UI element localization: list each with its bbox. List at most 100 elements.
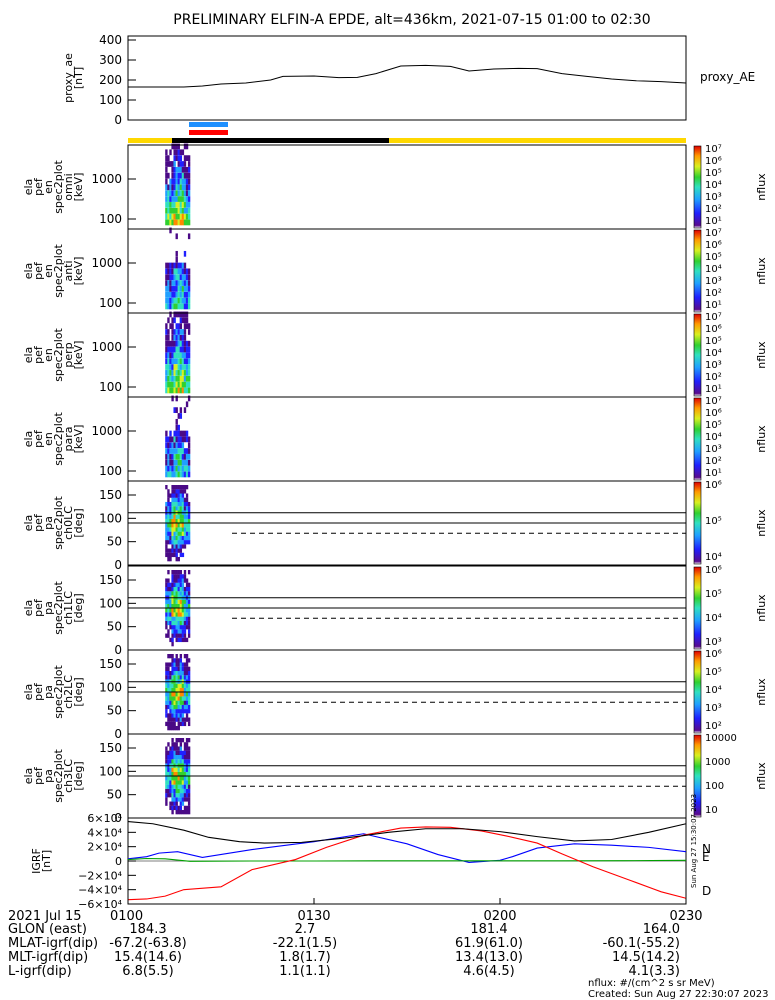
spectrogram-pixel (175, 578, 178, 583)
spectrogram-pixel (167, 784, 170, 789)
spectrogram-pixel (171, 670, 174, 676)
spectrogram-pixel (185, 155, 189, 161)
spectrogram-pixel (165, 297, 168, 304)
spectrogram-pixel (181, 633, 185, 638)
spectrogram-pixel (183, 334, 187, 341)
spectrogram-pixel (165, 387, 168, 394)
colorbar-tick-label: 10⁵ (705, 168, 722, 179)
spectrogram-pixel (167, 207, 170, 214)
ephemeris-value: 61.9(61.0) (455, 936, 523, 951)
proxy-ae-y-ticks: 400 300 200 100 0 (99, 33, 136, 127)
spectrogram-pixel (175, 713, 178, 718)
spectrogram-pixel (187, 387, 191, 394)
spectrogram-pixel (185, 401, 189, 408)
spectrogram-pixel (171, 531, 174, 536)
spectrogram-pixel (169, 364, 172, 370)
spectrogram-pixel (185, 297, 189, 304)
spectrogram-pixel (173, 213, 176, 220)
spectrogram-pixel (165, 430, 168, 437)
spectrogram-pixel (181, 544, 185, 549)
spectrogram-pixel (175, 291, 178, 298)
spectrogram-pixel (179, 190, 183, 197)
spectrogram-pixel (173, 166, 176, 173)
spectrogram-pixel (181, 574, 185, 579)
spectrogram-pixel (187, 738, 191, 743)
spectrogram-pixel (165, 746, 168, 751)
spectrogram-pixel (185, 704, 189, 710)
spectrogram-pixel (179, 184, 183, 191)
colorbar-label: nflux (755, 173, 768, 201)
spectrogram-pixel (169, 190, 172, 197)
spectrogram-ylabel-line-2: en (42, 264, 55, 278)
colorbar-tick-label: 10⁶ (705, 324, 722, 335)
spectrogram-pixel (173, 262, 176, 269)
spectrogram-pixel (177, 297, 180, 304)
spectrogram-ylabel-line-2: pa (42, 685, 55, 699)
spectrogram-pixel (175, 418, 178, 425)
spectrogram-ylabel-line-3: spec2plot (52, 749, 65, 803)
spectrogram-pixel (175, 540, 178, 545)
spectrogram-pixel (173, 493, 176, 498)
spectrogram-pixel (171, 675, 174, 680)
colorbar-tick-label: 10⁵ (705, 667, 722, 678)
spectrogram-pixel (177, 329, 180, 335)
spectrogram-pixel (181, 370, 185, 376)
spectrogram-pixel (175, 709, 178, 714)
spectrogram-pixel (169, 608, 172, 613)
spectrogram-pixel (167, 666, 170, 672)
spectrogram-pixel (185, 586, 189, 592)
spectrogram-pixel (185, 364, 189, 370)
spectrogram-pixel (183, 578, 187, 583)
spectrogram-pixel (171, 202, 174, 208)
spectrogram-pixel (179, 742, 183, 747)
spectrogram-pixel (165, 704, 168, 710)
spectrogram-pixel (175, 692, 178, 697)
spectrogram-pixel (175, 771, 178, 777)
spectrogram-pixel (185, 759, 189, 764)
spectrogram-pixel (183, 352, 187, 359)
spectrogram-pixel (167, 570, 170, 575)
spectrogram-pixel (175, 776, 178, 781)
spectrogram-pixel (169, 514, 172, 519)
spectrogram-pixel (175, 346, 178, 353)
spectrogram-pixel (181, 754, 185, 760)
spectrogram-pixel (171, 340, 174, 347)
colorbar-tick-label: 10³ (705, 703, 722, 714)
spectrogram-pixel (185, 788, 189, 794)
spectrogram-pixel (179, 654, 183, 659)
spectrogram-pixel (179, 704, 183, 710)
spectrogram-pixel (181, 465, 185, 472)
spectrogram-pixel (177, 570, 180, 575)
spectrogram-pixel (183, 570, 187, 575)
spectrogram-pixel (165, 687, 168, 693)
spectrogram-pixel (187, 280, 191, 286)
spectrogram-pixel (173, 303, 176, 310)
spectrogram-pixel (175, 459, 178, 466)
spectrogram-ylabel-line-1: pef (32, 513, 45, 532)
spectrogram-pixel (169, 784, 172, 789)
spectrogram-pixel (177, 286, 180, 292)
spectrogram-pixel (171, 582, 174, 588)
spectrogram-pixel (179, 178, 183, 185)
spectrogram-pixel (185, 696, 189, 701)
spectrogram-pixel (169, 207, 172, 214)
spectrogram-pixel (177, 608, 180, 613)
spectrogram-pixel (177, 501, 180, 507)
spectrogram-pixel (173, 658, 176, 663)
spectrogram-pixel (169, 370, 172, 376)
spectrogram-pixel (183, 454, 187, 460)
spectrogram-pixel (181, 190, 185, 197)
spectrogram-pixel (175, 407, 178, 413)
spectrogram-pixel (179, 721, 183, 727)
spectrogram-pixel (187, 771, 191, 777)
spectrogram-pixel (181, 608, 185, 613)
science-bar-blue (189, 122, 228, 127)
spectrogram-pixel (179, 548, 183, 553)
spectrogram-pixel (181, 184, 185, 191)
spectrogram-pixel (167, 219, 170, 226)
spectrogram-ylabel-line-3: spec2plot (52, 160, 65, 214)
spectrogram-pixel (167, 213, 170, 220)
ephemeris-row-label: GLON (east) (8, 922, 87, 937)
science-bar-red (189, 130, 228, 135)
spectrogram-pixel (171, 788, 174, 794)
